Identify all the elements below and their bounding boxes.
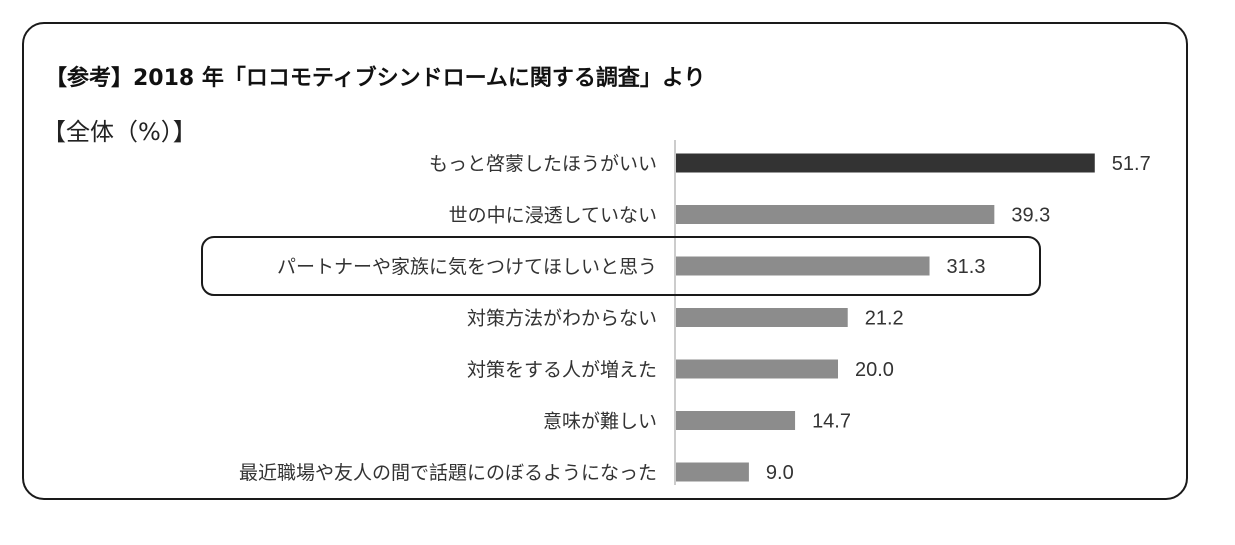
category-label: パートナーや家族に気をつけてほしいと思う — [277, 256, 657, 278]
bar — [676, 411, 796, 430]
category-label: 最近職場や友人の間で話題にのぼるようになった — [239, 462, 657, 484]
highlight-box — [201, 236, 1041, 296]
bar — [676, 153, 1095, 173]
category-label: もっと啓蒙したほうがいい — [429, 153, 657, 175]
category-label: 意味が難しい — [543, 411, 657, 433]
bar — [676, 359, 838, 379]
value-label: 51.7 — [1112, 153, 1151, 175]
value-label: 20.0 — [855, 359, 894, 381]
bar — [676, 462, 749, 482]
chart-plot-area: もっと啓蒙したほうがいい 51.7 世の中に浸透していない 39.3 パートナーや家族に… — [201, 140, 1151, 485]
value-label: 31.3 — [947, 256, 986, 278]
chart-subheading: 【全体（%）】 — [42, 118, 197, 146]
chart-frame — [22, 22, 1188, 500]
chart-heading: 【参考】2018 年「ロコモティブシンドロームに関する調査」より — [45, 66, 706, 91]
value-label: 9.0 — [766, 462, 794, 484]
bar — [676, 308, 848, 327]
category-label: 対策をする人が増えた — [467, 359, 657, 381]
bar — [676, 256, 930, 276]
value-label: 14.7 — [812, 411, 851, 433]
category-label: 世の中に浸透していない — [449, 205, 657, 227]
bar — [676, 205, 995, 224]
value-label: 21.2 — [865, 308, 904, 330]
value-label: 39.3 — [1011, 205, 1050, 227]
category-label: 対策方法がわからない — [467, 308, 657, 330]
